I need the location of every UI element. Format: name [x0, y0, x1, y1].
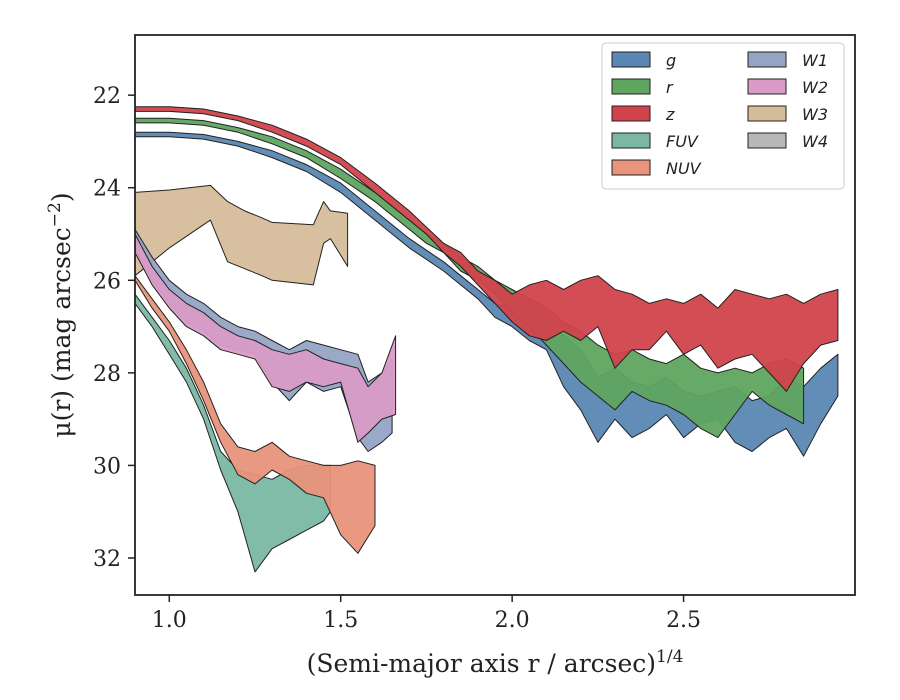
y-axis-title: μ(r) (mag arcsec−2)	[45, 192, 76, 437]
legend-label: W1	[802, 51, 828, 70]
legend-swatch	[611, 159, 651, 176]
legend-item-w3: W3	[747, 105, 828, 124]
legend-item-w2: W2	[747, 78, 828, 97]
band-z	[135, 106, 839, 392]
legend-label: NUV	[666, 159, 702, 178]
y-tick-label: 22	[93, 84, 121, 109]
legend-swatch	[611, 132, 651, 149]
legend: grz FUV NUV W1 W2 W3 W4	[601, 42, 845, 190]
legend-swatch	[611, 105, 651, 122]
x-tick-label: 1.0	[152, 608, 187, 633]
band-nuv	[135, 275, 376, 554]
band-w3	[135, 184, 349, 286]
legend-item-g: g	[611, 51, 676, 70]
plot-frame	[134, 34, 856, 596]
legend-swatch	[611, 51, 651, 68]
legend-item-z: z	[611, 105, 675, 124]
ticks-layer: 1.0 1.5 2.0 2.5 22 24 26 28 30 32	[93, 84, 701, 633]
legend-swatch	[747, 132, 787, 149]
y-tick-label: 26	[93, 269, 121, 294]
legend-item-fuv: FUV	[611, 132, 699, 151]
x-axis-title-superscript: 1/4	[656, 647, 683, 667]
legend-label: g	[666, 51, 676, 70]
band-g	[135, 131, 839, 457]
legend-item-w4: W4	[747, 132, 828, 151]
x-tick-label: 1.5	[323, 608, 358, 633]
legend-swatch	[747, 51, 787, 68]
legend-swatch	[747, 105, 787, 122]
series-layer	[135, 106, 839, 573]
y-tick-label: 32	[93, 547, 121, 572]
legend-label: FUV	[666, 132, 699, 151]
x-axis-title: (Semi-major axis r / arcsec)1/4	[307, 647, 684, 678]
band-w2	[135, 233, 397, 443]
legend-label: W2	[802, 78, 828, 97]
legend-label: r	[666, 78, 674, 97]
y-tick-label: 24	[93, 177, 121, 202]
x-tick-label: 2.0	[495, 608, 530, 633]
legend-label: W3	[802, 105, 828, 124]
legend-item-r: r	[611, 78, 674, 97]
legend-item-w1: W1	[747, 51, 828, 70]
x-tick-label: 2.5	[666, 608, 701, 633]
y-tick-label: 30	[93, 454, 121, 479]
legend-swatch	[747, 78, 787, 95]
legend-label: W4	[802, 132, 828, 151]
y-axis-title-close: )	[47, 192, 76, 202]
legend-label: z	[665, 105, 675, 124]
y-tick-label: 28	[93, 362, 121, 387]
legend-item-nuv: NUV	[611, 159, 702, 178]
y-axis-title-superscript: −2	[45, 202, 65, 227]
legend-swatch	[611, 78, 651, 95]
